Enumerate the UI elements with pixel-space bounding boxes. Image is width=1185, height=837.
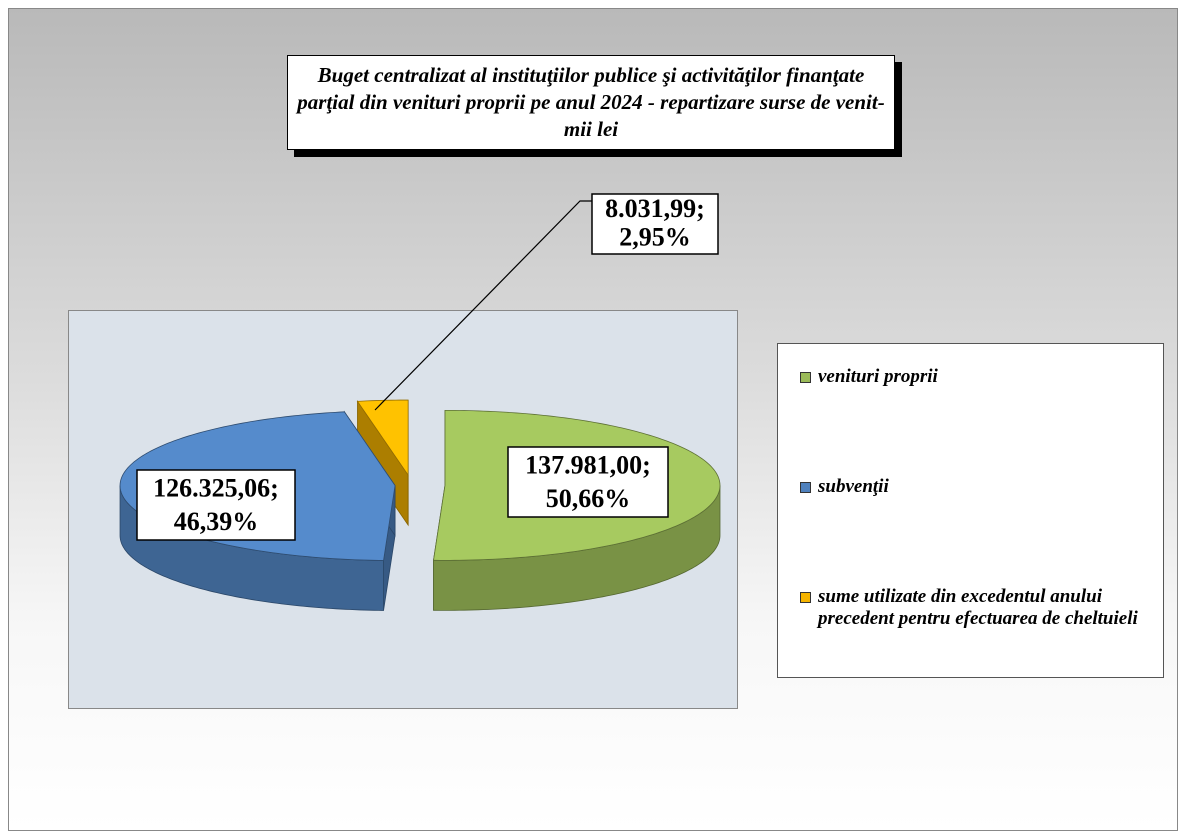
legend-swatch bbox=[800, 592, 811, 603]
data-label-box bbox=[507, 446, 669, 518]
data-label-value: 137.981,00; bbox=[525, 451, 651, 480]
legend-item: venituri proprii bbox=[800, 366, 1168, 388]
legend-swatch bbox=[800, 372, 811, 383]
data-label-box bbox=[136, 469, 296, 541]
data-label-percent: 50,66% bbox=[546, 484, 631, 513]
data-label-value: 8.031,99; bbox=[605, 194, 705, 223]
legend-label: subvenţii bbox=[818, 476, 889, 497]
pie-slice bbox=[356, 399, 409, 527]
legend-label: venituri proprii bbox=[818, 366, 938, 387]
data-label-value: 126.325,06; bbox=[153, 474, 279, 503]
leader-line bbox=[374, 200, 592, 411]
legend: venituri proprii subvenţii sume utilizate … bbox=[777, 343, 1164, 678]
data-label-percent: 46,39% bbox=[174, 507, 259, 536]
data-label-percent: 2,95% bbox=[619, 223, 691, 252]
legend-item: subvenţii bbox=[800, 476, 1168, 498]
slice-top bbox=[356, 399, 409, 477]
data-label-box bbox=[591, 193, 719, 255]
legend-swatch bbox=[800, 482, 811, 493]
legend-label: sume utilizate din excedentul anului pre… bbox=[818, 586, 1138, 629]
legend-item: sume utilizate din excedentul anului pre… bbox=[800, 586, 1168, 630]
chart-title: Buget centralizat al instituţiilor publi… bbox=[287, 55, 895, 150]
